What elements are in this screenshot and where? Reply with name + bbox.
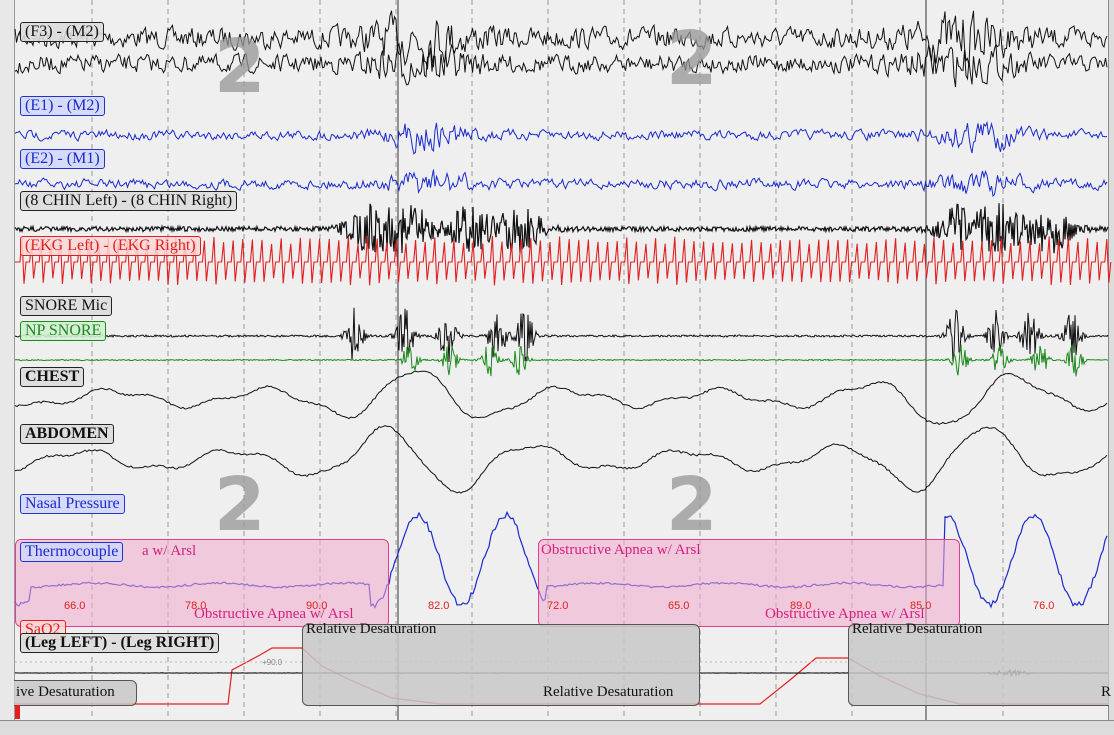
ekg-trace: [15, 235, 1112, 286]
eog-trace: [14, 169, 1108, 198]
channel-label-leg[interactable]: (Leg LEFT) - (Leg RIGHT): [20, 633, 220, 653]
spo2-value: 90.0: [306, 600, 328, 612]
channel-label-snore-mic[interactable]: SNORE Mic: [20, 296, 113, 316]
spo2-value: 72.0: [547, 600, 569, 612]
desaturation-label: Relative Desaturation: [543, 684, 674, 700]
snore-trace: [14, 307, 1109, 363]
channel-label-abdomen[interactable]: ABDOMEN: [20, 424, 114, 444]
left-frame: [0, 0, 15, 735]
spo2-reference-label: +90.0: [262, 658, 283, 667]
chest-trace: [14, 370, 1108, 425]
desaturation-label: ive Desaturation: [16, 684, 115, 700]
apnea-event-label: a w/ Arsl: [142, 543, 197, 559]
sleep-stage-marker: 2: [666, 462, 718, 548]
spo2-marker: [15, 705, 20, 719]
spo2-value: 66.0: [64, 600, 86, 612]
apnea-event-box[interactable]: [538, 539, 960, 627]
sleep-stage-marker: 2: [214, 462, 266, 548]
spo2-value: 76.0: [1033, 600, 1055, 612]
apnea-event-label: Obstructive Apnea w/ Arsl: [765, 606, 925, 622]
apnea-event-label: Obstructive Apnea w/ Arsl: [194, 606, 354, 622]
spo2-value: 85.0: [910, 600, 932, 612]
channel-label-e1-m2[interactable]: (E1) - (M2): [20, 96, 105, 116]
channel-label-np-snore[interactable]: NP SNORE: [20, 321, 107, 341]
channel-label-chin[interactable]: (8 CHIN Left) - (8 CHIN Right): [20, 191, 238, 211]
desaturation-label: Relative Desaturation: [306, 621, 437, 637]
channel-label-e2-m1[interactable]: (E2) - (M1): [20, 149, 105, 169]
np-snore-trace: [14, 344, 1109, 377]
eog-trace: [14, 120, 1108, 155]
apnea-event-label: Obstructive Apnea w/ Arsl: [541, 542, 701, 558]
channel-label-ekg[interactable]: (EKG Left) - (EKG Right): [20, 236, 201, 256]
spo2-value: 65.0: [668, 600, 690, 612]
desaturation-event-box[interactable]: [848, 624, 1109, 706]
channel-label-f3-m2[interactable]: (F3) - (M2): [20, 22, 104, 42]
channel-label-nasal-pressure[interactable]: Nasal Pressure: [20, 494, 125, 514]
abdomen-trace: [14, 425, 1108, 494]
channel-label-thermocouple[interactable]: Thermocouple: [20, 542, 124, 562]
horizontal-scrollbar[interactable]: [0, 720, 1114, 735]
vertical-scrollbar[interactable]: [1108, 0, 1114, 735]
desaturation-event-box[interactable]: [302, 624, 700, 706]
channel-label-chest[interactable]: CHEST: [20, 367, 85, 387]
spo2-value: 78.0: [185, 600, 207, 612]
sleep-stage-marker: 2: [214, 24, 266, 110]
desaturation-label: R: [1101, 684, 1112, 700]
eeg-trace: [14, 42, 1108, 88]
spo2-value: 89.0: [790, 600, 812, 612]
spo2-value: 82.0: [428, 600, 450, 612]
eeg-trace: [14, 10, 1108, 70]
desaturation-label: Relative Desaturation: [852, 621, 983, 637]
chin-trace: [14, 203, 1109, 254]
desaturation-event-box[interactable]: [14, 680, 137, 706]
sleep-stage-marker: 2: [666, 16, 718, 102]
